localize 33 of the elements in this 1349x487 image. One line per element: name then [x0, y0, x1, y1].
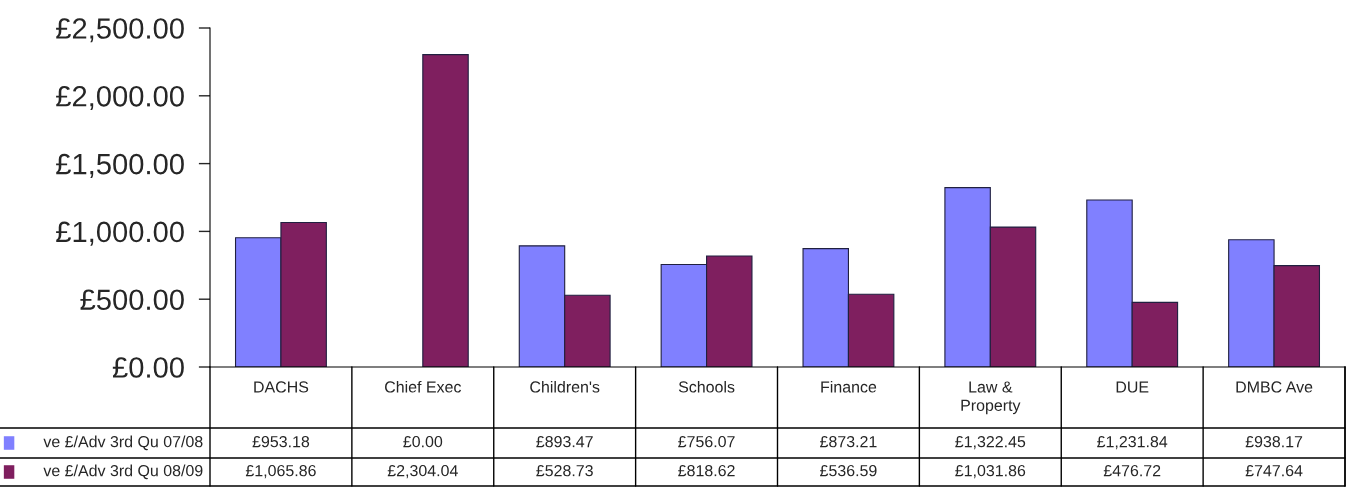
x-tick-label: Law & Property	[961, 381, 1021, 415]
data-label: £1,322.45	[955, 435, 1026, 450]
legend-label: ve £/Adv 3rd Qu 08/09	[43, 464, 203, 480]
x-tick-label: Schools	[678, 380, 735, 393]
x-tick-label: DUE	[1116, 381, 1149, 393]
x-tick-label: Children's	[530, 380, 600, 393]
data-label: £1,065.86	[245, 464, 316, 479]
data-label: £1,231.84	[1097, 435, 1168, 450]
data-label: £0.00	[403, 435, 443, 448]
data-label: £953.18	[252, 435, 310, 448]
data-label: £747.64	[1245, 464, 1303, 477]
data-label: £536.59	[820, 464, 877, 477]
y-tick-label: £1,500.00	[56, 153, 184, 178]
data-label: £756.07	[678, 435, 735, 448]
x-tick-label: DACHS	[254, 381, 309, 393]
x-tick-label: Finance	[821, 380, 877, 393]
data-label: £938.17	[1245, 435, 1303, 448]
y-tick-label: £2,500.00	[56, 18, 184, 43]
data-label: £528.73	[536, 464, 593, 477]
x-tick-label: DMBC Ave	[1236, 381, 1313, 393]
legend-label: ve £/Adv 3rd Qu 07/08	[43, 435, 203, 451]
y-tick-label: £1,000.00	[56, 221, 184, 246]
bar	[422, 54, 469, 367]
data-label: £2,304.04	[387, 464, 458, 479]
data-label: £873.21	[820, 435, 877, 448]
y-tick-label: £2,000.00	[56, 86, 184, 111]
x-tick-label: Chief Exec	[385, 380, 462, 393]
data-label: £1,031.86	[955, 464, 1026, 479]
y-tick-label: £500.00	[80, 289, 184, 311]
data-label: £893.47	[536, 435, 593, 448]
data-label: £476.72	[1103, 464, 1161, 477]
data-label: £818.62	[678, 464, 735, 477]
y-tick-label: £0.00	[112, 357, 184, 378]
